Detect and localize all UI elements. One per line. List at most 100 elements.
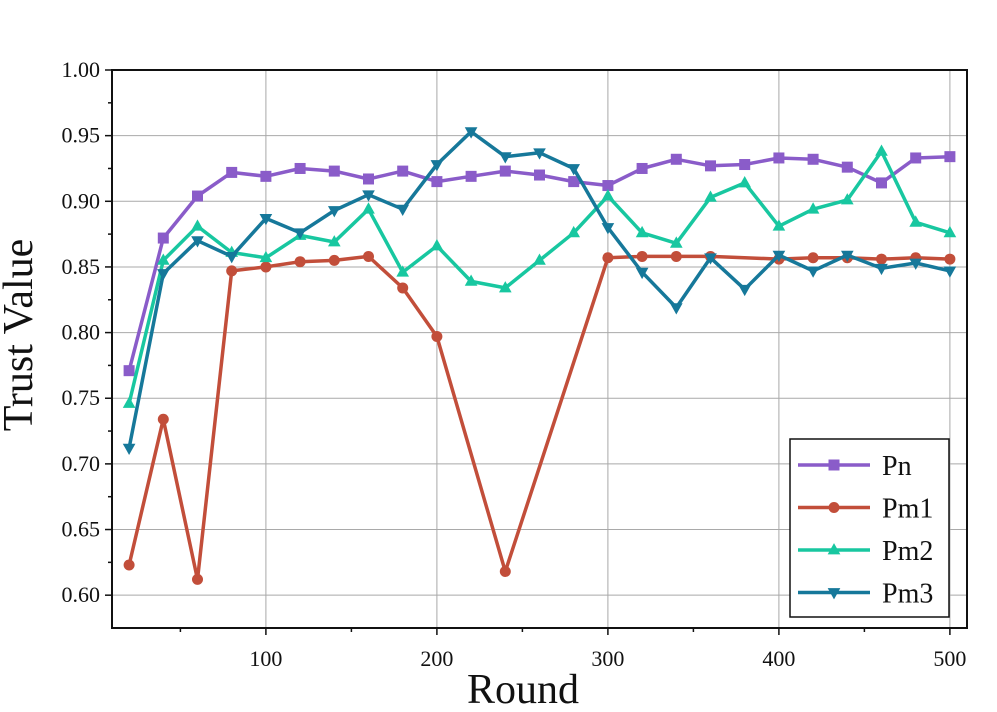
- pm2-point: [362, 202, 375, 214]
- pm2-point: [498, 281, 512, 293]
- pm3-point: [191, 236, 204, 248]
- pm2-point: [396, 265, 410, 277]
- pn-point: [568, 176, 580, 188]
- pm3-point: [259, 213, 273, 226]
- pn-point: [670, 153, 682, 165]
- pn-point: [841, 161, 853, 173]
- pm2-point: [875, 144, 888, 156]
- y-tick-label: 1.00: [62, 57, 101, 82]
- pn-point: [705, 160, 716, 172]
- legend-label: Pm3: [882, 579, 933, 610]
- pm2-point: [909, 215, 923, 227]
- y-tick-label: 0.90: [62, 188, 101, 213]
- legend-marker: [828, 502, 840, 513]
- pn-point: [636, 162, 648, 174]
- legend-item-pn: Pn: [798, 451, 912, 482]
- pm3-point: [840, 250, 854, 262]
- pm3-point: [362, 190, 375, 202]
- y-axis-title: Trust Value: [0, 239, 42, 432]
- pn-point: [363, 173, 374, 185]
- x-tick-label: 300: [591, 646, 624, 671]
- legend-item-pm2: Pm2: [798, 536, 933, 567]
- pn-point: [328, 165, 340, 177]
- pm3-point: [327, 206, 341, 218]
- pm1-point: [294, 256, 306, 268]
- pn-point: [944, 151, 956, 163]
- pm3-point: [396, 204, 410, 217]
- pn-point: [226, 166, 238, 178]
- y-tick-label: 0.80: [62, 320, 101, 345]
- pm2-point: [191, 219, 204, 231]
- pm2-point: [533, 253, 546, 265]
- pm1-point: [226, 265, 238, 277]
- pn-point: [807, 153, 819, 165]
- pn-point: [534, 169, 545, 181]
- pm1-point: [192, 573, 203, 585]
- pm2-point: [259, 250, 273, 263]
- pm1-point: [876, 253, 887, 265]
- pm1-point: [670, 250, 682, 262]
- pn-point: [876, 177, 887, 189]
- axes-layer: [111, 69, 968, 629]
- pm2-point: [806, 202, 820, 214]
- pm1-point: [157, 413, 169, 425]
- pm3-point: [738, 284, 752, 297]
- pm3-point: [704, 253, 717, 265]
- series-pm2: [122, 144, 957, 408]
- pn-point: [192, 190, 203, 202]
- legend-marker: [828, 459, 840, 471]
- legend-label: Pm1: [882, 494, 933, 525]
- pm1-point: [636, 250, 648, 262]
- pm1-point: [944, 253, 956, 265]
- pm3-point: [464, 127, 478, 139]
- pm1-point: [260, 261, 272, 273]
- plot-frame: [111, 69, 968, 629]
- pm3-point: [430, 160, 444, 172]
- legend-label: Pn: [882, 451, 912, 482]
- pn-point: [123, 365, 135, 377]
- pm3-point: [122, 443, 136, 456]
- pm2-point: [601, 189, 615, 201]
- pm2-point: [567, 225, 581, 238]
- pn-point: [260, 170, 272, 182]
- x-tick-label: 400: [762, 646, 795, 671]
- pm2-point: [464, 274, 478, 286]
- legend-item-pm3: Pm3: [798, 579, 933, 610]
- legend: Pn Pm1 Pm2 Pm3: [789, 438, 950, 618]
- legend-item-pm1: Pm1: [798, 494, 933, 525]
- pn-point: [397, 165, 409, 177]
- pm3-point: [669, 303, 683, 315]
- pn-point: [602, 180, 614, 192]
- pm2-point: [430, 239, 444, 251]
- pm2-point: [327, 235, 341, 247]
- x-tick-label: 200: [420, 646, 453, 671]
- pn-point: [157, 232, 169, 244]
- pm3-point: [293, 228, 307, 240]
- pm2-point: [122, 396, 136, 408]
- pn-point: [465, 170, 477, 182]
- y-tick-label: 0.60: [62, 582, 101, 607]
- pm3-point: [943, 266, 957, 278]
- pm3-point: [806, 266, 820, 278]
- pm3-point: [909, 258, 923, 270]
- pm3-point: [635, 267, 649, 280]
- pm2-point: [840, 193, 854, 205]
- pm3-point: [498, 152, 512, 164]
- pm3-point: [875, 263, 888, 276]
- pn-point: [773, 152, 785, 164]
- pm3-point: [225, 252, 239, 264]
- pn-point: [499, 165, 511, 177]
- pm2-point: [943, 225, 957, 238]
- pm3-point: [772, 250, 786, 262]
- x-tick-label: 500: [933, 646, 966, 671]
- legend-box: [789, 438, 950, 618]
- pn-point: [431, 176, 443, 188]
- pm2-point: [156, 253, 170, 265]
- pn-point: [739, 159, 751, 171]
- legend-marker: [827, 588, 841, 600]
- pm3-point: [601, 223, 615, 235]
- pm1-point: [499, 566, 511, 578]
- ticks-layer: 100 200 300 400 500 0.60 0.65 0.70 0.75 0.80 0.85 0…: [62, 57, 967, 671]
- pm3-point: [567, 164, 581, 176]
